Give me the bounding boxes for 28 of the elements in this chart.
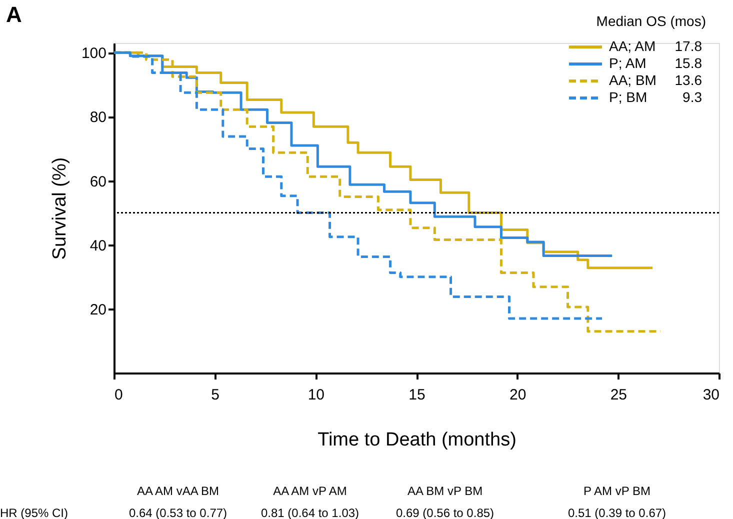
text: P AM vP BM [584, 484, 650, 498]
x-tick-label: 20 [509, 386, 526, 404]
annotation: 9.3 [682, 89, 702, 105]
legend-label: AA; AM [609, 38, 656, 54]
x-tick-label: 5 [211, 386, 220, 404]
annotation: 15.8 [674, 55, 702, 71]
y-tick-label: 60 [90, 173, 106, 190]
y-axis-title: Survival (%) [49, 157, 70, 260]
y-tick-label: 80 [90, 109, 106, 126]
y-tick-label: 20 [90, 301, 106, 318]
text: AA AM vAA BM [136, 484, 220, 498]
legend-title: Median OS (mos) [596, 13, 706, 29]
x-tick-label: 0 [114, 386, 123, 404]
text: AA AM vP AM [273, 484, 347, 498]
annotation: 13.6 [674, 72, 702, 88]
text: AA BM vP BM [407, 484, 483, 498]
x-tick-label: 25 [610, 386, 628, 404]
x-axis-title: Time to Death (months) [318, 430, 516, 450]
x-tick-label: 10 [308, 386, 325, 404]
legend-label: AA; BM [609, 72, 656, 88]
x-tick-label: 30 [702, 386, 720, 404]
y-tick-label: 100 [81, 45, 106, 62]
x-tick-label: 15 [408, 386, 426, 404]
annotation: 17.8 [674, 38, 702, 54]
chart-title: A [6, 2, 22, 27]
legend-label: P; AM [609, 55, 646, 71]
legend-label: P; BM [609, 89, 648, 105]
y-tick-label: 40 [90, 237, 106, 254]
